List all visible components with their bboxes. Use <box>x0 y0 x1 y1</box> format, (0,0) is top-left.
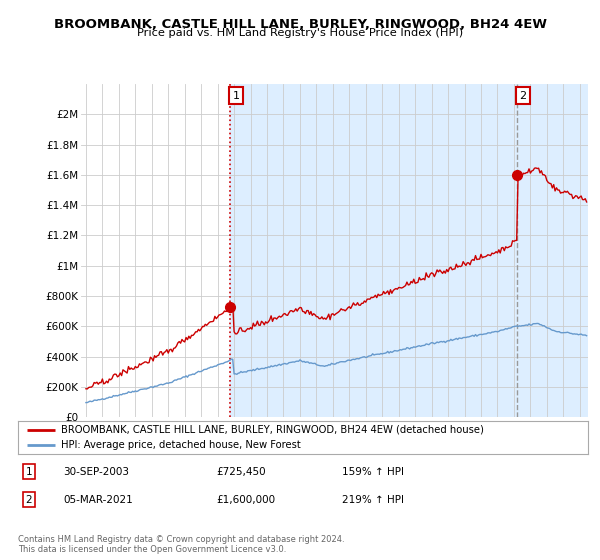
Text: 2: 2 <box>519 91 526 101</box>
Text: 159% ↑ HPI: 159% ↑ HPI <box>342 466 404 477</box>
Text: 1: 1 <box>232 91 239 101</box>
Text: BROOMBANK, CASTLE HILL LANE, BURLEY, RINGWOOD, BH24 4EW: BROOMBANK, CASTLE HILL LANE, BURLEY, RIN… <box>53 18 547 31</box>
Text: HPI: Average price, detached house, New Forest: HPI: Average price, detached house, New … <box>61 441 301 450</box>
Text: £1,600,000: £1,600,000 <box>216 494 275 505</box>
Text: £725,450: £725,450 <box>216 466 266 477</box>
Text: Price paid vs. HM Land Registry's House Price Index (HPI): Price paid vs. HM Land Registry's House … <box>137 28 463 38</box>
Text: 05-MAR-2021: 05-MAR-2021 <box>63 494 133 505</box>
Bar <box>230 84 588 417</box>
Text: 30-SEP-2003: 30-SEP-2003 <box>63 466 129 477</box>
Text: 219% ↑ HPI: 219% ↑ HPI <box>342 494 404 505</box>
Text: 2: 2 <box>25 494 32 505</box>
Text: 1: 1 <box>25 466 32 477</box>
Text: Contains HM Land Registry data © Crown copyright and database right 2024.
This d: Contains HM Land Registry data © Crown c… <box>18 535 344 554</box>
Text: BROOMBANK, CASTLE HILL LANE, BURLEY, RINGWOOD, BH24 4EW (detached house): BROOMBANK, CASTLE HILL LANE, BURLEY, RIN… <box>61 425 484 435</box>
